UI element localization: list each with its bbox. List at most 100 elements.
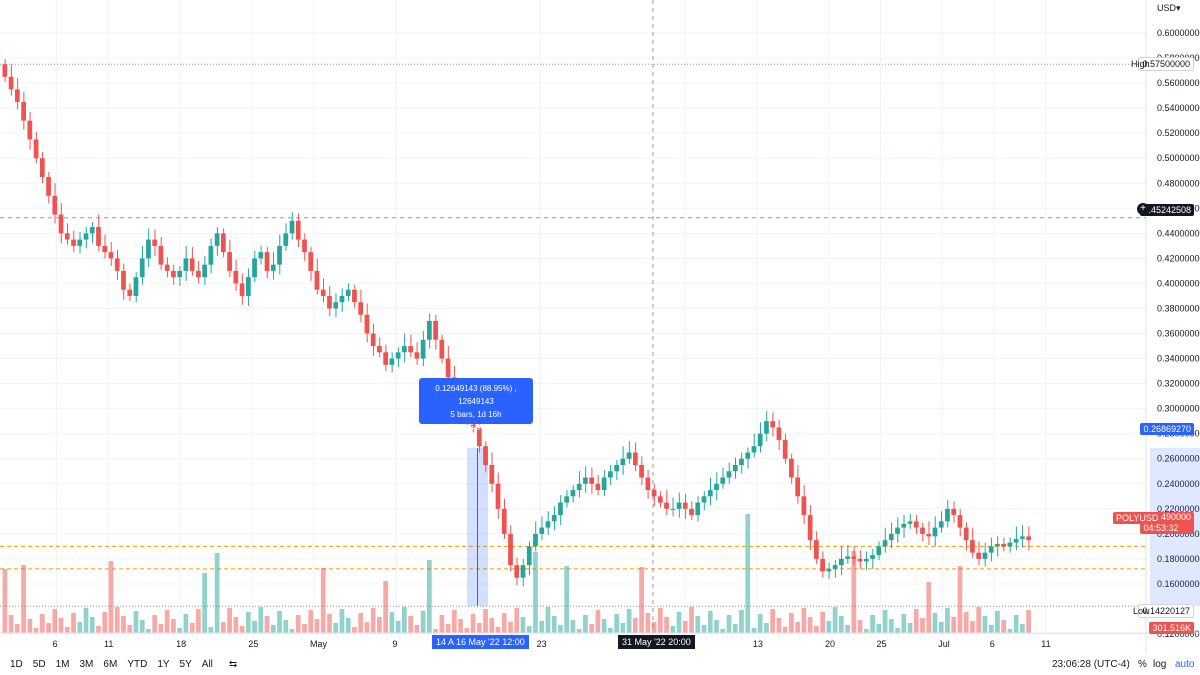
candle-body xyxy=(558,502,563,516)
volume-bar xyxy=(526,626,532,633)
candle-body xyxy=(377,346,382,353)
range-5y-button[interactable]: 5Y xyxy=(179,659,192,670)
volume-bar xyxy=(614,614,619,633)
date-range-icon[interactable]: ⇆ xyxy=(228,659,238,670)
candle-body xyxy=(826,568,832,572)
auto-button[interactable]: auto xyxy=(1175,659,1195,670)
candle-body xyxy=(414,352,420,359)
candle-body xyxy=(988,546,994,553)
volume-bar xyxy=(888,619,894,633)
currency-selector[interactable]: USD▾ xyxy=(1157,3,1181,13)
y-tick-label: 0.18000000 xyxy=(1157,554,1200,564)
candle-body xyxy=(595,483,601,491)
range-5d-button[interactable]: 5D xyxy=(32,659,46,670)
volume-bar xyxy=(545,607,551,633)
high-price-value: 0.57500000 xyxy=(1142,59,1190,69)
range-3m-button[interactable]: 3M xyxy=(79,659,94,670)
candle-body xyxy=(801,496,807,516)
candle-body xyxy=(21,101,26,121)
candle-body xyxy=(339,295,345,303)
range-6m-button[interactable]: 6M xyxy=(103,659,118,670)
volume-bar xyxy=(320,568,326,633)
volume-bar xyxy=(795,622,801,633)
volume-bar xyxy=(464,628,470,633)
volume-bar xyxy=(27,619,33,633)
volume-bar xyxy=(720,629,726,633)
volume-bar xyxy=(907,623,913,633)
symbol-label: POLYUSD xyxy=(1113,512,1162,524)
candle-body xyxy=(1026,536,1031,541)
candle-body xyxy=(583,477,588,484)
measure-line-2: 5 bars, 1d 16h xyxy=(450,410,502,419)
volume-bar xyxy=(96,626,101,633)
range-all-button[interactable]: All xyxy=(201,659,213,670)
volume-bar xyxy=(77,622,83,633)
candle-body xyxy=(639,465,644,478)
percent-button[interactable]: % xyxy=(1138,659,1147,670)
volume-bar xyxy=(196,609,201,633)
volume-bar xyxy=(245,612,251,633)
candle-body xyxy=(614,465,619,472)
x-tick-label: 20 xyxy=(825,639,835,649)
candle-body xyxy=(420,339,426,359)
volume-bar xyxy=(214,553,220,633)
volume-bar xyxy=(863,629,869,633)
candle-body xyxy=(320,289,326,296)
candle-body xyxy=(239,283,245,296)
candle-body xyxy=(302,239,307,253)
candle-body xyxy=(970,540,975,553)
candle-body xyxy=(670,508,676,510)
volume-bar xyxy=(501,613,507,633)
last-price-value: 0.19490000 xyxy=(1143,512,1191,522)
candle-body xyxy=(1020,536,1025,539)
y-tick-label: 0.44000000 xyxy=(1157,228,1200,238)
volume-bar xyxy=(146,629,151,633)
candle-body xyxy=(89,227,95,234)
volume-bar xyxy=(439,615,445,633)
range-ytd-button[interactable]: YTD xyxy=(127,659,148,670)
volume-bar xyxy=(870,615,875,633)
range-1m-button[interactable]: 1M xyxy=(55,659,70,670)
y-tick-label: 0.56000000 xyxy=(1157,78,1200,88)
range-1y-button[interactable]: 1Y xyxy=(157,659,170,670)
volume-bar xyxy=(982,616,988,633)
price-chart[interactable]: 0.600000000.580000000.560000000.54000000… xyxy=(0,0,1200,654)
candle-body xyxy=(171,270,176,278)
volume-bar xyxy=(8,615,14,633)
candle-body xyxy=(838,558,844,566)
volume-bar xyxy=(171,619,176,633)
chart-plot-area[interactable]: 0.600000000.580000000.560000000.54000000… xyxy=(0,0,1200,654)
candle-body xyxy=(776,427,782,440)
volume-bar xyxy=(202,573,207,633)
volume-bar xyxy=(327,614,332,633)
volume-bar xyxy=(227,608,232,633)
candle-body xyxy=(214,233,220,246)
volume-bar xyxy=(302,624,307,633)
volume-bar xyxy=(558,625,563,633)
currency-label: USD xyxy=(1157,3,1177,13)
volume-bar xyxy=(1001,620,1007,633)
candle-body xyxy=(164,264,170,271)
candle-body xyxy=(695,502,701,516)
volume-bar xyxy=(520,617,526,633)
y-tick-label: 0.60000000 xyxy=(1157,28,1200,38)
candle-body xyxy=(364,314,370,334)
volume-bar xyxy=(620,623,626,633)
candle-body xyxy=(483,446,488,465)
volume-bar xyxy=(995,611,1000,633)
volume-bar xyxy=(913,609,919,633)
add-alert-icon[interactable]: + xyxy=(1137,203,1149,215)
volume-bar xyxy=(445,624,451,633)
volume-bar xyxy=(133,611,139,633)
range-1d-button[interactable]: 1D xyxy=(10,659,23,670)
volume-bar xyxy=(938,622,944,633)
candle-body xyxy=(102,245,108,253)
log-button[interactable]: log xyxy=(1153,659,1167,670)
volume-bar xyxy=(295,615,301,633)
candle-body xyxy=(551,515,557,522)
candle-body xyxy=(938,521,944,528)
volume-bar xyxy=(626,609,632,633)
x-tick-label: 23 xyxy=(537,639,547,649)
candle-body xyxy=(501,508,507,534)
candle-body xyxy=(114,258,120,271)
